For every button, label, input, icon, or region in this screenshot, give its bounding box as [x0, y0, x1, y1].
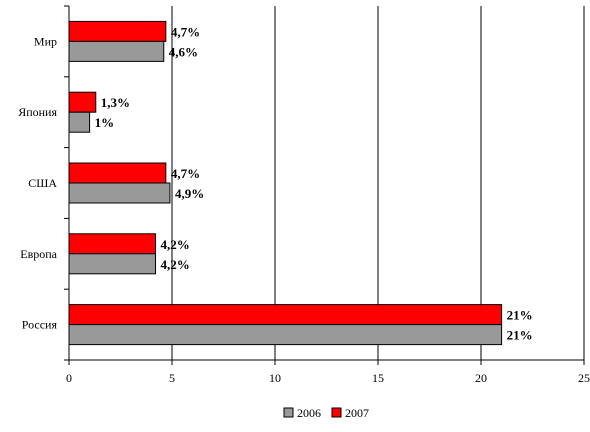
legend-swatch-2007 [331, 407, 342, 418]
category-label-4: Россия [22, 318, 58, 332]
category-label-3: Европа [20, 247, 57, 261]
bar-2006-2 [68, 182, 171, 204]
bar-2006-3 [68, 253, 157, 275]
data-label-2007-2: 4,7% [171, 166, 200, 181]
data-label-2007-1: 1,3% [101, 95, 130, 110]
category-labels: Мир Япония США Европа Россия [18, 34, 57, 331]
bars [68, 20, 503, 346]
legend: 2006 2007 [283, 406, 369, 420]
data-label-2006-3: 4,2% [161, 257, 190, 272]
legend-label-2006: 2006 [297, 406, 321, 420]
bar-2007-1 [68, 91, 97, 113]
bar-2006-0 [68, 40, 165, 62]
tick-label-x-5: 5 [169, 371, 175, 385]
data-label-2006-1: 1% [95, 115, 115, 130]
bar-2006-1 [68, 111, 91, 133]
data-label-2007-4: 21% [507, 308, 533, 323]
tick-label-x-25: 25 [578, 371, 590, 385]
tick-label-x-15: 15 [372, 371, 384, 385]
data-label-2006-4: 21% [507, 328, 533, 343]
bar-2007-4 [68, 304, 503, 326]
category-label-0: Мир [34, 34, 57, 48]
axes [64, 5, 585, 365]
data-label-2007-3: 4,2% [161, 237, 190, 252]
category-label-1: Япония [18, 105, 57, 119]
tick-label-x-20: 20 [475, 371, 487, 385]
data-label-2006-2: 4,9% [175, 186, 204, 201]
bar-2007-2 [68, 162, 167, 184]
bar-2006-4 [68, 324, 503, 346]
tick-labels: 0 5 10 15 20 25 [66, 371, 590, 385]
legend-label-2007: 2007 [345, 406, 369, 420]
gridlines [171, 6, 585, 360]
tick-label-x-10: 10 [269, 371, 281, 385]
bar-2007-3 [68, 233, 157, 255]
tick-label-x-0: 0 [66, 371, 72, 385]
data-label-2007-0: 4,7% [171, 24, 200, 39]
bar-2007-0 [68, 20, 167, 42]
category-label-2: США [28, 176, 57, 190]
legend-swatch-2006 [283, 407, 294, 418]
data-label-2006-0: 4,6% [169, 44, 198, 59]
data-labels: 4,7% 4,6% 1,3% 1% 4,7% 4,9% 4,2% 4,2% 21% 21% [95, 24, 533, 342]
